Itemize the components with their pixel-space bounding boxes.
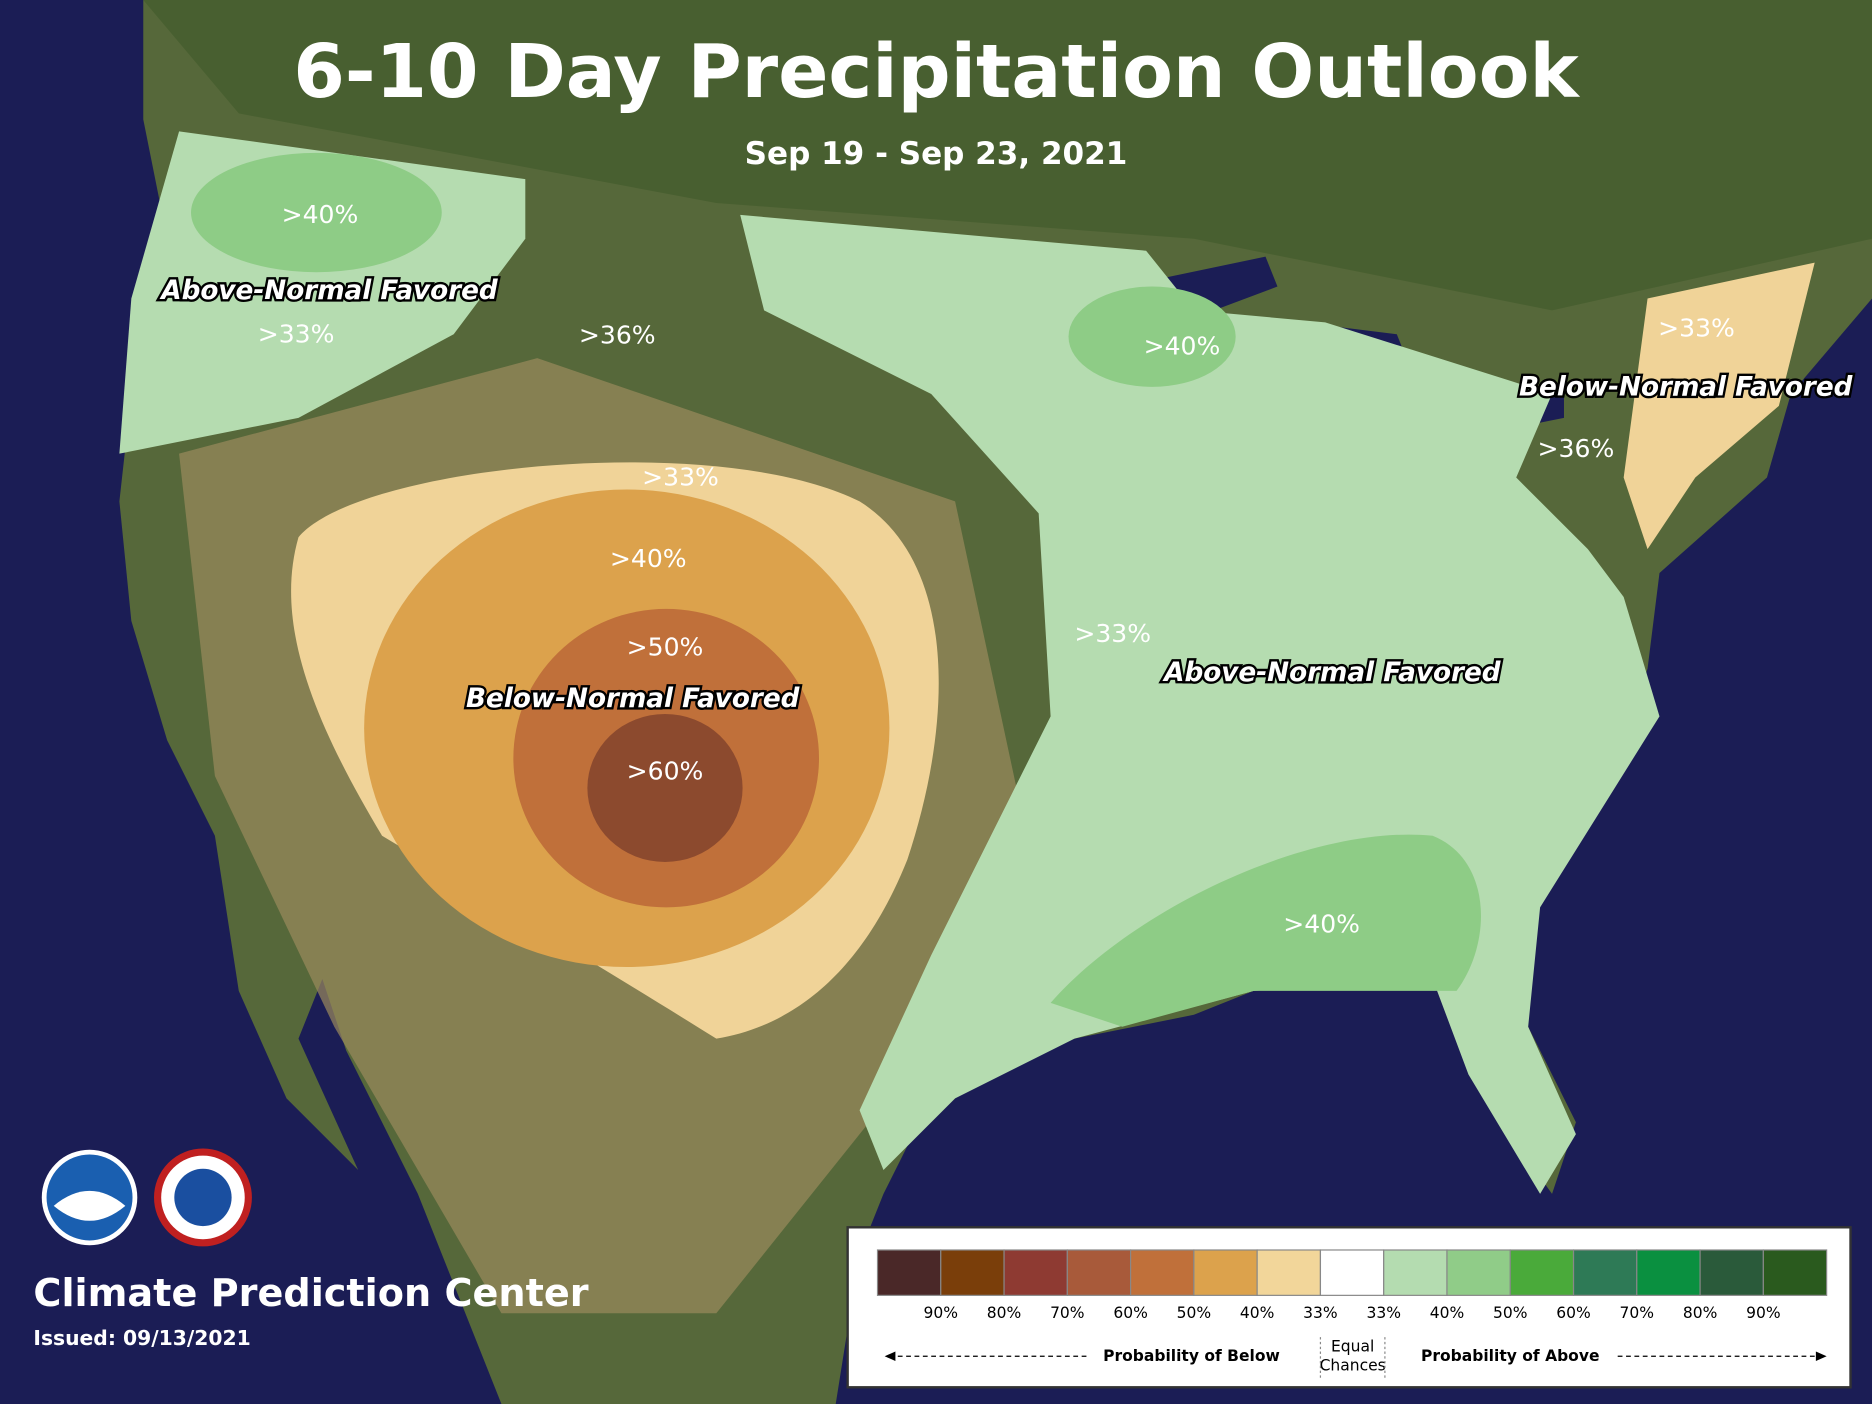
legend-swatch: [1446, 1249, 1511, 1296]
probability-label: >33%: [1658, 314, 1735, 343]
legend-tick-label: 40%: [1430, 1304, 1465, 1322]
region-label: Above-Normal Favored: [159, 276, 499, 306]
legend-tick-label: 50%: [1177, 1304, 1212, 1322]
legend-swatch: [940, 1249, 1005, 1296]
subtitle: Sep 19 - Sep 23, 2021: [745, 136, 1128, 172]
probability-label: >50%: [627, 632, 704, 661]
wi-above-40: [1068, 286, 1236, 387]
probability-label: >40%: [1144, 331, 1221, 360]
legend-equal: Equal: [1331, 1337, 1374, 1355]
region-label: Below-Normal Favored: [466, 684, 801, 714]
gulf-above-40: [1050, 834, 1481, 1027]
legend-tick-label: 90%: [924, 1304, 959, 1322]
legend-swatch: [1130, 1249, 1195, 1296]
probability-label: >40%: [610, 544, 687, 573]
footer-org: Climate Prediction Center: [33, 1272, 588, 1316]
probability-label: >36%: [1538, 434, 1615, 463]
legend-swatch: [1509, 1249, 1575, 1296]
probability-label: >33%: [642, 463, 719, 492]
legend-swatch: [1003, 1249, 1068, 1296]
legend-swatch: [1572, 1249, 1638, 1296]
footer-issued: Issued: 09/13/2021: [33, 1326, 250, 1350]
sw-below-60: [587, 713, 743, 862]
logos: [41, 1148, 252, 1247]
title: 6-10 Day Precipitation Outlook: [293, 29, 1580, 115]
legend-swatch: [1383, 1249, 1448, 1296]
ne-below-33: [1623, 262, 1815, 550]
region-label: Above-Normal Favored: [1162, 658, 1502, 688]
legend-tick-label: 60%: [1556, 1304, 1591, 1322]
legend-swatch: [1636, 1249, 1701, 1296]
probability-label: >60%: [627, 756, 704, 785]
legend-arrowhead: [1815, 1351, 1827, 1362]
legend: 90% 80% 70% 60% 50% 40% 33% 33% 40% 50% 60% 70% 80% 9…: [846, 1226, 1852, 1389]
nw-above-40: [191, 152, 442, 273]
legend-tick-label: 40%: [1240, 1304, 1275, 1322]
legend-equal: Chances: [1320, 1357, 1386, 1375]
legend-swatch: [1319, 1249, 1385, 1296]
legend-swatch: [876, 1249, 942, 1296]
legend-tick-label: 80%: [1683, 1304, 1718, 1322]
legend-swatch: [1066, 1249, 1132, 1296]
legend-tick-label: 90%: [1746, 1304, 1781, 1322]
region-label: Below-Normal Favored: [1519, 373, 1854, 403]
probability-label: >33%: [1074, 619, 1151, 648]
legend-tick-label: 33%: [1303, 1304, 1338, 1322]
legend-tick-label: 70%: [1050, 1304, 1085, 1322]
probability-label: >33%: [258, 319, 335, 348]
legend-tick-label: 70%: [1620, 1304, 1655, 1322]
probability-label: >40%: [1283, 909, 1360, 938]
probability-label: >36%: [579, 321, 656, 350]
probability-label: >40%: [282, 200, 359, 229]
legend-swatch: [1699, 1249, 1764, 1296]
legend-tick-label: 60%: [1113, 1304, 1148, 1322]
legend-tick-label: 33%: [1366, 1304, 1401, 1322]
legend-swatch: [1256, 1249, 1322, 1296]
legend-swatch: [1762, 1249, 1828, 1296]
canada: [143, 0, 1872, 311]
legend-tick-label: 50%: [1493, 1304, 1528, 1322]
legend-swatch: [1193, 1249, 1258, 1296]
legend-arrowhead: [884, 1351, 896, 1362]
legend-below-caption: Probability of Below: [1103, 1347, 1280, 1365]
legend-tick-label: 80%: [987, 1304, 1022, 1322]
legend-above-caption: Probability of Above: [1421, 1347, 1599, 1365]
